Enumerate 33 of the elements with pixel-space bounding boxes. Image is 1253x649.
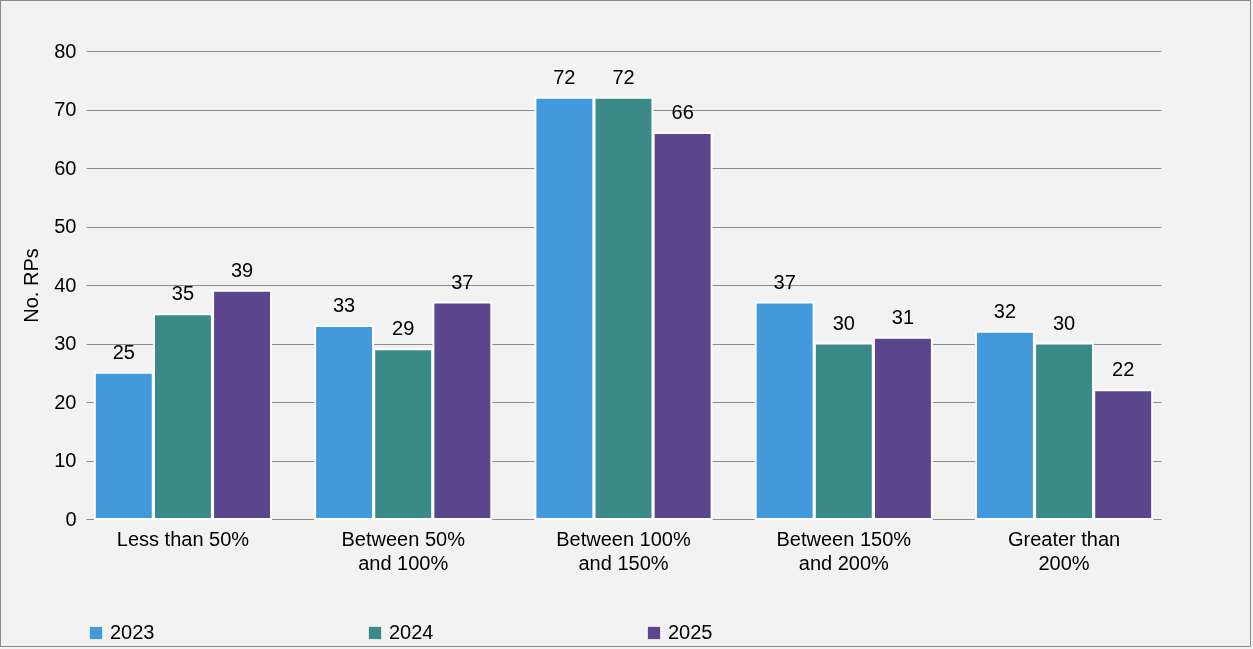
y-tick-label: 40	[54, 273, 77, 296]
x-tick-label: Between 150% and 200%	[776, 527, 912, 574]
y-tick-label: 20	[54, 390, 77, 413]
data-label: 35	[171, 282, 195, 305]
data-label: 30	[832, 311, 855, 334]
x-tick-label: Between 100% and 150%	[556, 527, 691, 574]
x-tick-label: Between 50% and 100%	[341, 527, 466, 574]
legend-label: 2023	[110, 621, 155, 643]
data-label: 30	[1052, 311, 1076, 334]
data-label: 31	[891, 305, 915, 328]
y-tick-label: 50	[54, 215, 77, 237]
y-tick-label: 70	[54, 98, 77, 120]
data-label: 72	[553, 65, 576, 88]
y-axis-title: No. RPs	[20, 248, 43, 323]
x-tick-label: Greater than 200%	[1007, 527, 1121, 574]
data-label: 37	[451, 270, 474, 293]
data-label: 39	[230, 258, 254, 281]
data-label: 33	[332, 293, 356, 316]
legend-label: 2025	[668, 621, 713, 643]
data-label: 32	[993, 299, 1017, 322]
data-label: 37	[773, 270, 796, 293]
data-label: 22	[1112, 358, 1135, 381]
data-label: 66	[671, 100, 694, 123]
data-label: 72	[612, 65, 635, 88]
data-label: 25	[112, 340, 135, 363]
y-tick-label: 30	[54, 332, 77, 354]
y-tick-label: 80	[54, 39, 77, 62]
y-tick-label: 10	[54, 449, 77, 471]
x-tick-label: Less than 50%	[116, 527, 250, 550]
y-tick-label: 0	[65, 507, 77, 530]
y-tick-label: 60	[54, 156, 77, 179]
data-label: 29	[392, 317, 415, 340]
legend-label: 2024	[389, 621, 434, 643]
